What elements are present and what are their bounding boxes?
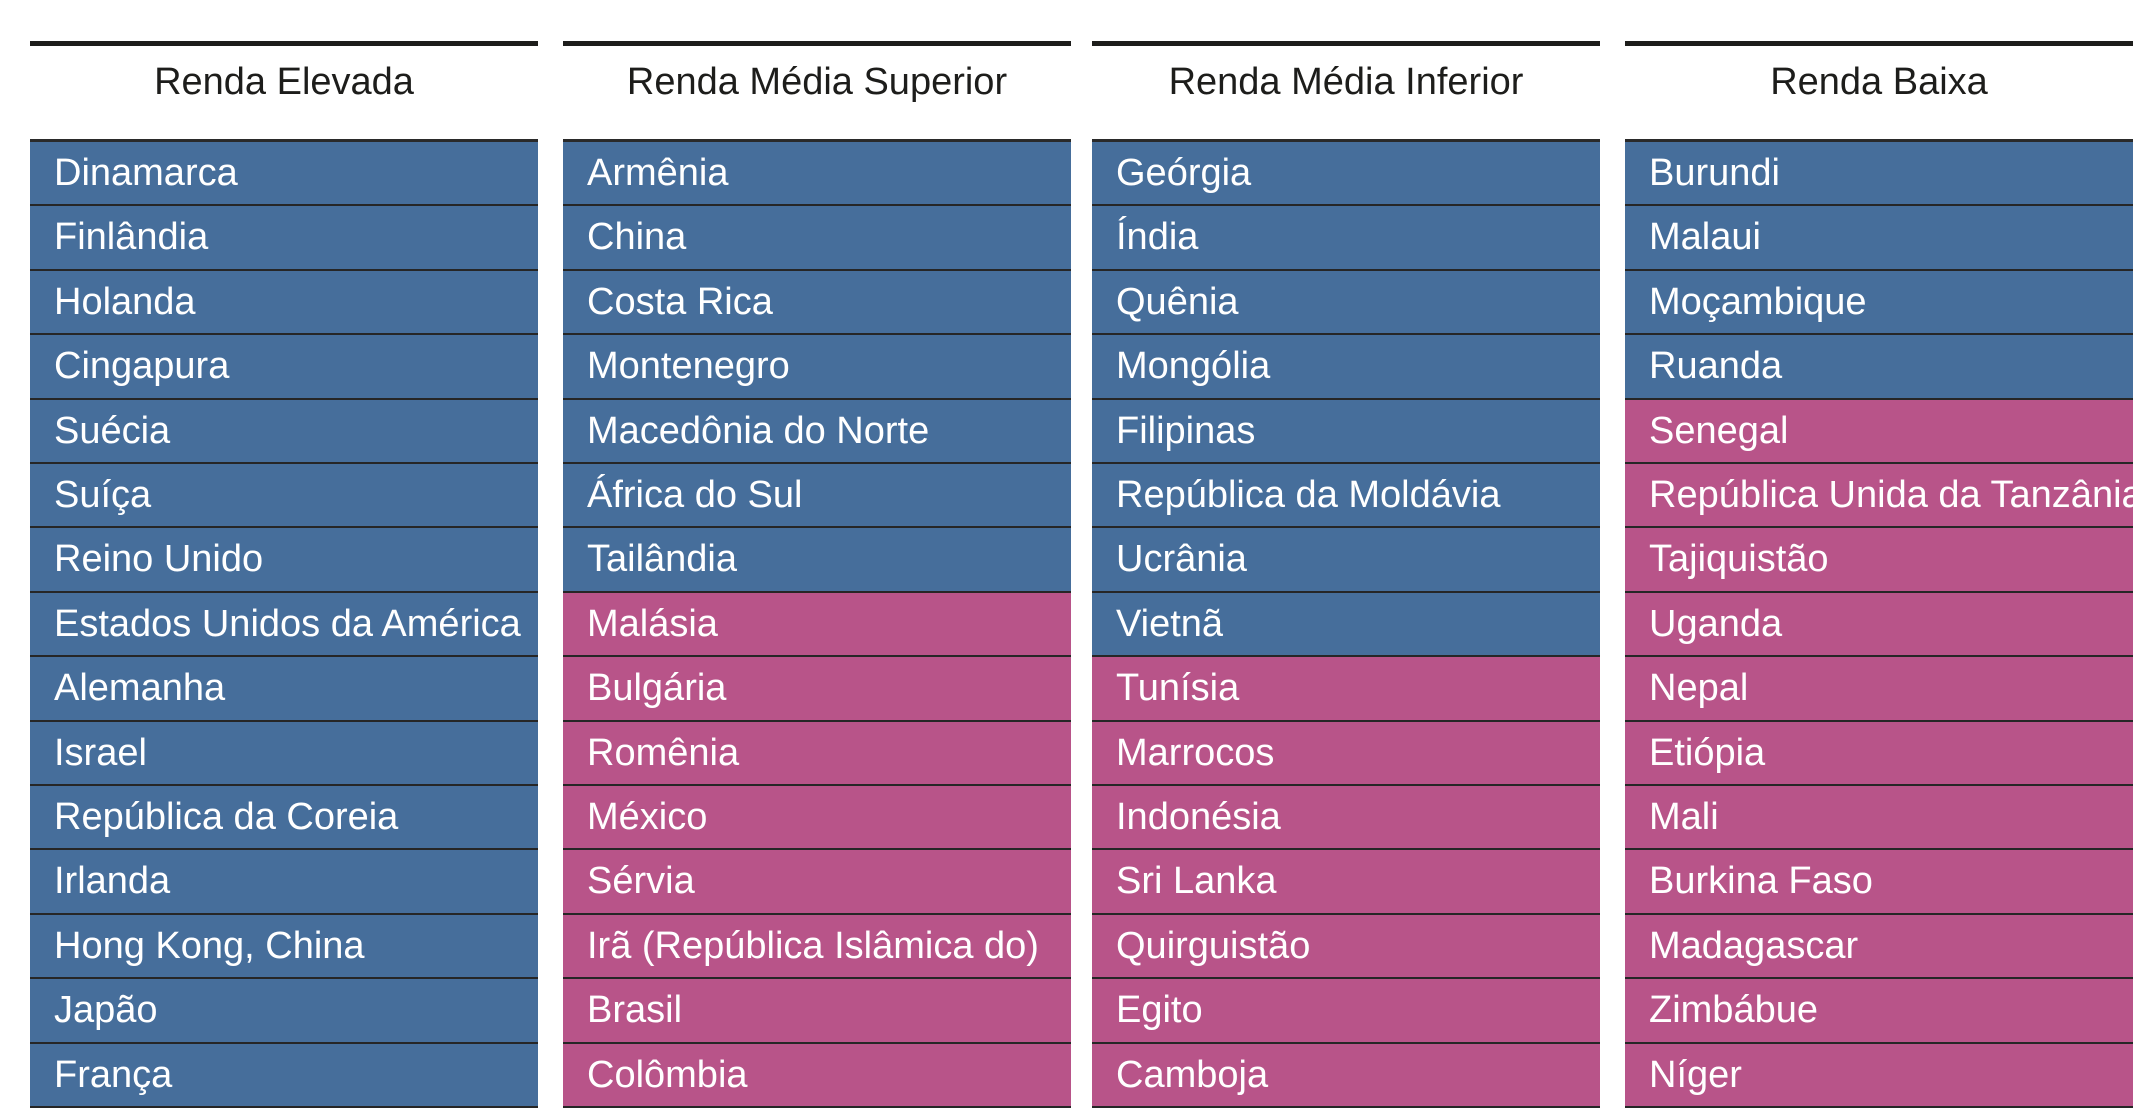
country-row: Estados Unidos da América [30,592,538,658]
country-row: Ucrânia [1092,528,1600,593]
country-row: Armênia [563,142,1071,207]
country-row: Irlanda [30,850,538,915]
country-row: Vietnã [1092,592,1600,658]
country-row: Mongólia [1092,335,1600,400]
column-rows-top-edge [1625,139,2133,142]
country-row: Ruanda [1625,335,2133,400]
column-rows-top-edge [30,139,538,142]
country-row: Tailândia [563,528,1071,593]
country-row: Marrocos [1092,721,1600,786]
column-top-rule [563,41,1071,46]
column-top-rule [1625,41,2133,46]
country-row: Tajiquistão [1625,528,2133,593]
country-row: Índia [1092,206,1600,271]
country-row: Filipinas [1092,399,1600,464]
country-row: Geórgia [1092,142,1600,207]
country-row: Quênia [1092,270,1600,336]
column-renda-media-inferior: Renda Média Inferior Geórgia Índia Quênia Mo… [1092,0,1600,1108]
country-row: Macedônia do Norte [563,399,1071,464]
country-row: Reino Unido [30,528,538,593]
column-rows-top-edge [563,139,1071,142]
column-rows-top-edge [1092,139,1600,142]
country-row: Malaui [1625,206,2133,271]
country-row: República Unida da Tanzânia [1625,464,2133,529]
country-row: Bulgária [563,657,1071,722]
country-row: República da Coreia [30,786,538,851]
country-row: Alemanha [30,657,538,722]
column-renda-baixa: Renda Baixa Burundi Malaui Moçambique Ruanda… [1625,0,2133,1108]
country-row: Israel [30,721,538,786]
country-row: China [563,206,1071,271]
country-row: Irã (República Islâmica do) [563,914,1071,980]
country-row: Indonésia [1092,786,1600,851]
country-row: Dinamarca [30,142,538,207]
country-row: África do Sul [563,464,1071,529]
country-row: Uganda [1625,592,2133,658]
country-row: Cingapura [30,335,538,400]
country-row: Suíça [30,464,538,529]
column-renda-elevada: Renda Elevada Dinamarca Finlândia Holanda Ci… [30,0,538,1108]
country-row: Romênia [563,721,1071,786]
country-row: Mali [1625,786,2133,851]
country-row: Hong Kong, China [30,914,538,980]
country-row: Camboja [1092,1043,1600,1108]
country-row: Malásia [563,592,1071,658]
country-row: Níger [1625,1043,2133,1108]
column-header: Renda Média Superior [626,61,1008,103]
column-renda-media-superior: Renda Média Superior Armênia China Costa Ri… [563,0,1071,1108]
country-row: Brasil [563,979,1071,1044]
country-row: Holanda [30,270,538,336]
column-top-rule [1092,41,1600,46]
column-header: Renda Média Inferior [1168,61,1524,103]
country-row: Egito [1092,979,1600,1044]
country-row: Sérvia [563,850,1071,915]
country-row: Japão [30,979,538,1044]
country-row: Sri Lanka [1092,850,1600,915]
country-row: República da Moldávia [1092,464,1600,529]
column-header: Renda Elevada [154,61,414,103]
country-row: Madagascar [1625,914,2133,980]
country-row: Zimbábue [1625,979,2133,1044]
country-row: Quirguistão [1092,914,1600,980]
country-row: México [563,786,1071,851]
country-row: Moçambique [1625,270,2133,336]
country-row: Costa Rica [563,270,1071,336]
country-row: Tunísia [1092,657,1600,722]
country-row: Senegal [1625,399,2133,464]
column-top-rule [30,41,538,46]
country-row: Burkina Faso [1625,850,2133,915]
country-row: Nepal [1625,657,2133,722]
country-row: Finlândia [30,206,538,271]
country-row: França [30,1043,538,1108]
column-header: Renda Baixa [1770,61,1988,103]
country-row: Colômbia [563,1043,1071,1108]
country-row: Montenegro [563,335,1071,400]
country-row: Burundi [1625,142,2133,207]
country-row: Etiópia [1625,721,2133,786]
country-row: Suécia [30,399,538,464]
